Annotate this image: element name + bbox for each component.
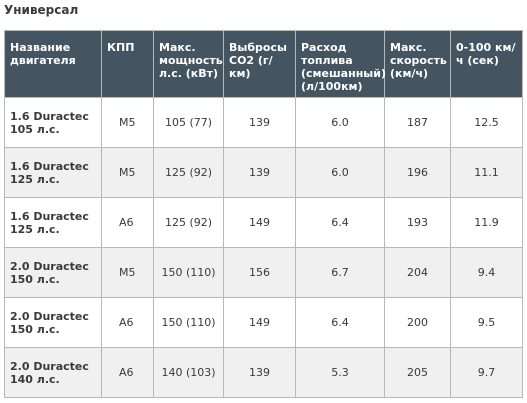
table-row: 2.0 Duractec 150 л.с. M5 150 (110) 156 6…	[4, 247, 523, 298]
cell-co2: 139	[223, 97, 296, 148]
header-co2-emissions: Выбросы CO2 (г/км)	[223, 30, 296, 98]
cell-max-power: 150 (110)	[153, 297, 224, 348]
cell-acceleration: 11.9	[450, 197, 523, 248]
cell-engine-name: 1.6 Duractec 125 л.с.	[4, 147, 102, 198]
cell-co2: 139	[223, 347, 296, 398]
cell-fuel: 6.7	[295, 247, 385, 298]
cell-fuel: 6.0	[295, 147, 385, 198]
cell-engine-name: 1.6 Duractec 105 л.с.	[4, 97, 102, 148]
header-max-speed: Макс. скорость (км/ч)	[384, 30, 451, 98]
cell-max-power: 125 (92)	[153, 147, 224, 198]
cell-gearbox: A6	[101, 347, 154, 398]
cell-co2: 149	[223, 197, 296, 248]
cell-gearbox: M5	[101, 247, 154, 298]
cell-max-power: 125 (92)	[153, 197, 224, 248]
table-row: 1.6 Duractec 105 л.с. M5 105 (77) 139 6.…	[4, 97, 523, 148]
cell-gearbox: M5	[101, 147, 154, 198]
cell-acceleration: 12.5	[450, 97, 523, 148]
table-row: 2.0 Duractec 140 л.с. A6 140 (103) 139 5…	[4, 347, 523, 398]
header-row: Название двигателя КПП Макс. мощность л.…	[4, 30, 523, 98]
cell-fuel: 6.0	[295, 97, 385, 148]
cell-engine-name: 1.6 Duractec 125 л.с.	[4, 197, 102, 248]
cell-gearbox: A6	[101, 197, 154, 248]
cell-gearbox: M5	[101, 97, 154, 148]
table-row: 1.6 Duractec 125 л.с. M5 125 (92) 139 6.…	[4, 147, 523, 198]
cell-max-speed: 187	[384, 97, 451, 148]
header-fuel-consumption: Расход топлива (смешанный) (л/100км)	[295, 30, 386, 98]
cell-max-speed: 205	[384, 347, 451, 398]
cell-max-speed: 200	[384, 297, 451, 348]
table-header: Название двигателя КПП Макс. мощность л.…	[4, 30, 523, 98]
cell-co2: 139	[223, 147, 296, 198]
table-row: 2.0 Duractec 150 л.с. A6 150 (110) 149 6…	[4, 297, 523, 348]
section-title: Универсал	[4, 3, 79, 17]
table-body: 1.6 Duractec 105 л.с. M5 105 (77) 139 6.…	[4, 97, 523, 398]
cell-co2: 149	[223, 297, 296, 348]
cell-max-speed: 196	[384, 147, 451, 198]
header-gearbox: КПП	[101, 30, 154, 98]
cell-acceleration: 9.7	[450, 347, 523, 398]
cell-co2: 156	[223, 247, 296, 298]
cell-fuel: 5.3	[295, 347, 385, 398]
engine-specs-table: Название двигателя КПП Макс. мощность л.…	[4, 30, 523, 398]
cell-max-power: 105 (77)	[153, 97, 224, 148]
cell-engine-name: 2.0 Duractec 150 л.с.	[4, 297, 102, 348]
cell-max-power: 140 (103)	[153, 347, 224, 398]
cell-fuel: 6.4	[295, 197, 385, 248]
table-row: 1.6 Duractec 125 л.с. A6 125 (92) 149 6.…	[4, 197, 523, 248]
header-acceleration: 0-100 км/ч (сек)	[450, 30, 523, 98]
cell-engine-name: 2.0 Duractec 140 л.с.	[4, 347, 102, 398]
cell-acceleration: 11.1	[450, 147, 523, 198]
header-engine-name: Название двигателя	[4, 30, 102, 98]
cell-max-power: 150 (110)	[153, 247, 224, 298]
cell-gearbox: A6	[101, 297, 154, 348]
header-max-power: Макс. мощность л.с. (кВт)	[153, 30, 224, 98]
cell-acceleration: 9.5	[450, 297, 523, 348]
cell-fuel: 6.4	[295, 297, 385, 348]
cell-engine-name: 2.0 Duractec 150 л.с.	[4, 247, 102, 298]
cell-acceleration: 9.4	[450, 247, 523, 298]
cell-max-speed: 193	[384, 197, 451, 248]
cell-max-speed: 204	[384, 247, 451, 298]
